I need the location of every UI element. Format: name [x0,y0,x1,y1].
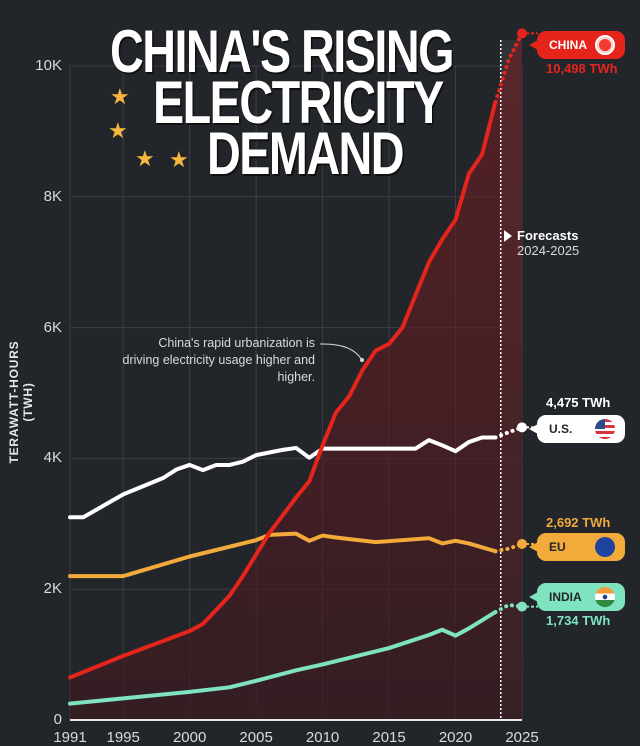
y-tick-label: 2K [43,580,62,598]
us-label-name: U.S. [549,422,573,436]
x-tick-label: 1991 [53,729,87,746]
title-line-1: CHINA'S RISING [110,18,454,85]
us-value: 4,475 TWh [546,395,611,410]
china-flag-star-icon: ★ [135,146,155,171]
eu-series-line [68,531,498,579]
china-flag-star-icon: ★ [108,118,128,143]
eu-flag-icon [595,537,615,557]
forecast-years: 2024-2025 [517,243,580,258]
india-label-name: INDIA [549,590,582,604]
china-value: 10,498 TWh [546,61,618,76]
india-series-line [68,610,498,706]
china-flag-icon [595,35,615,55]
india-endpoint-marker [517,601,527,612]
annotation-text: China's rapid urbanization is driving el… [122,336,315,384]
annotation-arrow-head [360,358,364,362]
y-tick-label: 6K [43,318,62,336]
china-endpoint-marker [517,28,527,39]
annotation-arrow [319,343,363,361]
china-series-line [68,99,498,680]
us-series-line [68,435,498,520]
eu-endpoint-marker [517,538,527,549]
india-value: 1,734 TWh [546,613,611,628]
china-forecast-line [493,31,524,104]
x-tick-label: 2025 [505,729,539,746]
title-line-3: DEMAND [207,120,405,187]
china-label-name: CHINA [549,38,587,52]
india-label-pill: INDIA [529,583,625,611]
forecast-title: Forecasts [504,228,579,243]
y-tick-label: 10K [35,57,62,74]
title-line-2: ELECTRICITY [153,69,444,136]
y-axis-label: TERAWATT-HOURS (TWH) [7,340,35,464]
x-tick-label: 2000 [172,729,207,746]
x-tick-label: 1995 [106,729,140,746]
y-tick-label: 0 [53,711,62,728]
china-label-pill: CHINA [529,31,625,59]
us-label-pill: U.S. [529,415,625,443]
x-tick-label: 2005 [239,729,273,746]
us-flag-icon [595,419,615,439]
eu-value: 2,692 TWh [546,515,611,530]
us-endpoint-marker [517,422,527,433]
forecast-label: Forecasts 2024-2025 [504,228,579,258]
x-tick-label: 2020 [438,729,473,746]
y-tick-label: 8K [43,187,62,205]
x-tick-label: 2015 [372,729,406,746]
china-flag-star-icon: ★ [110,84,130,109]
eu-label-pill: EU [529,533,625,561]
x-tick-label: 2010 [305,729,340,746]
eu-label-name: EU [549,540,566,554]
india-flag-icon [595,587,615,607]
china-area-fill [70,33,522,721]
china-flag-star-icon: ★ [169,147,189,172]
y-tick-label: 4K [43,449,62,467]
